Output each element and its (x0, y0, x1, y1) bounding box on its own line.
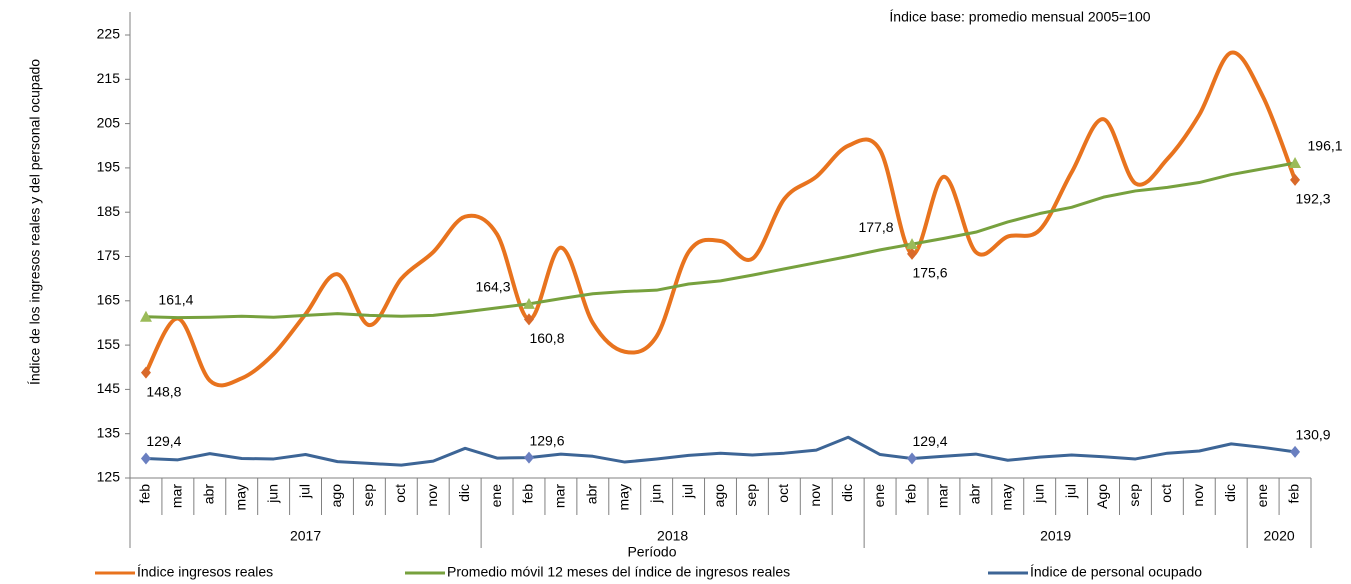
x-tick-label: abr (967, 484, 983, 505)
marker (522, 297, 535, 309)
year-label: 2018 (657, 528, 688, 544)
x-tick-label: mar (169, 484, 185, 508)
data-label: 164,3 (475, 279, 510, 295)
legend-label: Índice de personal ocupado (1030, 564, 1202, 580)
y-tick-label: 155 (97, 336, 121, 352)
data-label: 161,4 (158, 291, 193, 307)
x-tick-label: ago (711, 484, 727, 508)
x-tick-label: dic (456, 484, 472, 502)
y-axis-title: Índice de los ingresos reales y del pers… (27, 59, 43, 385)
x-tick-label: sep (743, 484, 759, 507)
year-label: 2019 (1040, 528, 1071, 544)
year-label: 2017 (290, 528, 321, 544)
x-tick-label: dic (1222, 484, 1238, 502)
x-tick-label: jul (679, 484, 695, 499)
marker (523, 451, 534, 464)
marker (1290, 173, 1301, 186)
marker (140, 452, 151, 465)
y-tick-label: 175 (97, 247, 121, 263)
y-tick-label: 205 (97, 114, 121, 130)
x-tick-label: nov (807, 484, 823, 507)
x-tick-label: jun (647, 484, 663, 504)
x-tick-label: may (998, 484, 1014, 510)
x-tick-label: ene (871, 484, 887, 508)
marker (1290, 445, 1301, 458)
x-tick-label: sep (360, 484, 376, 507)
data-label: 148,8 (146, 383, 181, 399)
y-tick-label: 195 (97, 159, 121, 175)
x-tick-label: dic (839, 484, 855, 502)
x-tick-label: oct (392, 484, 408, 503)
x-tick-label: nov (1190, 484, 1206, 507)
x-tick-label: oct (775, 484, 791, 503)
data-label: 129,6 (529, 432, 564, 448)
data-label: 160,8 (529, 330, 564, 346)
data-label: 196,1 (1308, 138, 1343, 154)
x-tick-label: may (232, 484, 248, 510)
x-tick-label: jun (1030, 484, 1046, 504)
x-tick-label: abr (584, 484, 600, 505)
data-label: 129,4 (146, 433, 181, 449)
x-tick-label: Ago (1094, 484, 1110, 509)
y-tick-label: 145 (97, 380, 121, 396)
marker (907, 247, 918, 260)
data-label: 177,8 (858, 219, 893, 235)
x-tick-label: jul (296, 484, 312, 499)
x-tick-label: feb (1286, 484, 1302, 504)
y-tick-label: 225 (97, 26, 121, 42)
y-tick-label: 185 (97, 203, 121, 219)
marker (906, 238, 919, 250)
series-line (145, 435, 1296, 467)
annotation: Índice base: promedio mensual 2005=100 (889, 9, 1150, 25)
marker (523, 313, 534, 326)
x-tick-label: ene (488, 484, 504, 508)
series-line (144, 50, 1297, 388)
x-tick-label: nov (424, 484, 440, 507)
legend-label: Promedio móvil 12 meses del índice de in… (447, 564, 790, 580)
y-tick-label: 165 (97, 292, 121, 308)
x-tick-label: jul (1062, 484, 1078, 499)
x-tick-label: mar (935, 484, 951, 508)
x-tick-label: oct (1158, 484, 1174, 503)
marker (907, 452, 918, 465)
marker (1289, 157, 1302, 169)
x-tick-label: may (615, 484, 631, 510)
y-tick-label: 135 (97, 424, 121, 440)
data-label: 175,6 (912, 265, 947, 281)
x-tick-label: feb (520, 484, 536, 504)
x-tick-label: feb (903, 484, 919, 504)
x-tick-label: sep (1126, 484, 1142, 507)
marker (139, 310, 152, 322)
x-tick-label: mar (552, 484, 568, 508)
data-label: 129,4 (912, 433, 947, 449)
x-tick-label: feb (137, 484, 153, 504)
data-label: 192,3 (1296, 191, 1331, 207)
x-tick-label: abr (201, 484, 217, 505)
data-label: 130,9 (1296, 427, 1331, 443)
year-label: 2020 (1264, 528, 1295, 544)
marker (140, 366, 151, 379)
y-tick-label: 215 (97, 70, 121, 86)
x-tick-label: ene (1254, 484, 1270, 508)
y-tick-label: 125 (97, 469, 121, 485)
x-tick-label: jun (264, 484, 280, 504)
series-line (145, 161, 1296, 320)
x-tick-label: ago (328, 484, 344, 508)
legend-label: Índice ingresos reales (137, 564, 273, 580)
x-axis-title: Período (627, 544, 676, 560)
